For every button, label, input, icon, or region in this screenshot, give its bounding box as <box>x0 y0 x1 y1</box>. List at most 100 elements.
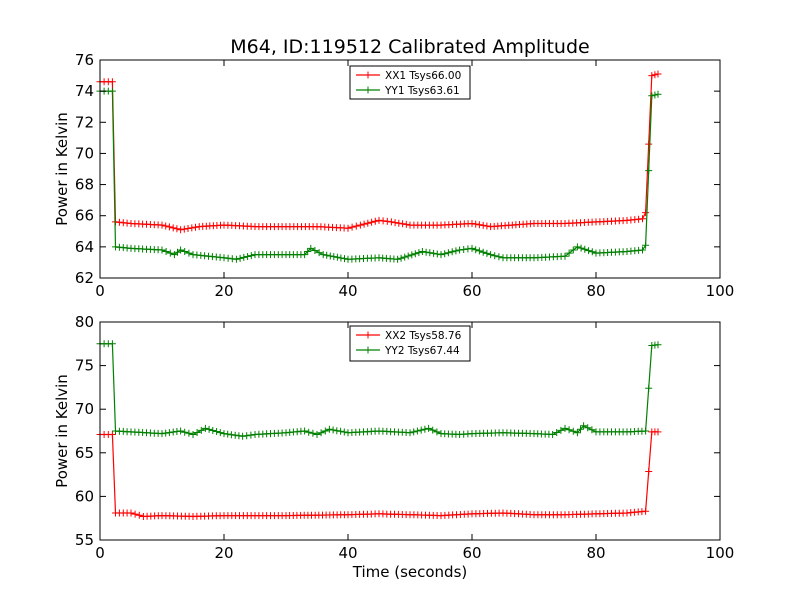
legend-label: XX2 Tsys58.76 <box>385 330 462 342</box>
y-tick-label: 62 <box>75 269 94 287</box>
series-group <box>96 340 662 520</box>
x-tick-label: 60 <box>462 544 481 562</box>
x-axis-label: Time (seconds) <box>352 563 468 581</box>
x-tick-label: 20 <box>214 544 233 562</box>
data-point-marker <box>360 220 368 228</box>
data-point-marker <box>651 91 659 99</box>
y-tick-label: 76 <box>75 51 94 69</box>
data-point-marker <box>645 140 653 148</box>
data-point-marker <box>479 248 487 256</box>
data-point-marker <box>425 424 433 432</box>
data-point-marker <box>209 427 217 434</box>
series-markers-yy <box>96 87 662 263</box>
data-point-marker <box>433 428 441 436</box>
data-point-marker <box>364 219 372 227</box>
legend-label: YY1 Tsys63.61 <box>384 85 460 97</box>
data-point-marker <box>319 251 327 259</box>
data-point-marker <box>581 245 589 253</box>
x-tick-label: 60 <box>462 282 481 300</box>
data-point-marker <box>642 427 650 435</box>
data-point-marker <box>565 426 573 434</box>
legend-label: YY2 Tsys67.44 <box>384 345 460 357</box>
data-point-marker <box>135 511 143 519</box>
y-tick-label: 65 <box>75 444 94 462</box>
series-line-xx <box>100 431 658 518</box>
data-point-marker <box>417 426 425 434</box>
data-point-marker <box>323 251 331 259</box>
data-point-marker <box>177 427 185 435</box>
data-point-marker <box>444 249 452 257</box>
data-point-marker <box>311 247 319 254</box>
data-point-marker <box>127 509 135 517</box>
data-point-marker <box>452 247 460 255</box>
x-tick-label: 40 <box>338 282 357 300</box>
legend-marker <box>364 346 372 354</box>
x-tick-label: 20 <box>214 282 233 300</box>
data-point-marker <box>645 468 653 475</box>
y-tick-label: 74 <box>75 82 94 100</box>
data-point-marker <box>569 246 577 254</box>
data-point-marker <box>491 252 499 260</box>
data-point-marker <box>165 429 173 437</box>
data-point-marker <box>108 87 116 95</box>
y-tick-label: 64 <box>75 238 94 256</box>
data-point-marker <box>418 248 426 255</box>
data-point-marker <box>422 248 430 256</box>
data-point-marker <box>642 241 650 249</box>
data-point-marker <box>197 426 205 434</box>
data-point-marker <box>192 223 199 231</box>
data-point-marker <box>326 252 334 260</box>
data-point-marker <box>341 255 348 263</box>
data-point-marker <box>402 220 410 228</box>
legend-box <box>349 325 471 362</box>
data-point-marker <box>561 424 569 432</box>
series-markers-xx <box>96 428 662 520</box>
data-point-marker <box>180 225 188 233</box>
data-point-marker <box>108 431 116 438</box>
data-point-marker <box>585 247 593 255</box>
data-point-marker <box>429 426 437 434</box>
data-point-marker <box>321 427 329 435</box>
data-point-marker <box>205 425 213 433</box>
data-point-marker <box>648 92 656 100</box>
data-point-marker <box>301 251 309 259</box>
x-tick-label: 100 <box>706 544 735 562</box>
data-point-marker <box>404 252 412 260</box>
data-point-marker <box>475 247 483 255</box>
data-point-marker <box>483 249 491 257</box>
data-point-marker <box>108 78 116 86</box>
x-tick-label: 0 <box>95 544 105 562</box>
panel-top: 0 20 40 60 80 100 62 64 66 68 70 72 74 76 Power in Kel… <box>53 51 734 300</box>
data-point-marker <box>401 253 409 261</box>
legend-marker <box>364 86 372 94</box>
y-tick-label: 55 <box>75 531 94 549</box>
data-point-marker <box>468 220 476 227</box>
data-point-marker <box>368 218 376 226</box>
plot-area-frame <box>99 59 721 279</box>
y-tick-label: 68 <box>75 176 94 194</box>
y-tick-label: 70 <box>75 144 94 162</box>
data-point-marker <box>240 253 248 261</box>
legend: XX2 Tsys58.76 YY2 Tsys67.44 <box>349 325 471 362</box>
data-point-marker <box>483 222 491 230</box>
data-point-marker <box>304 248 312 255</box>
data-point-marker <box>395 219 403 227</box>
data-point-marker <box>408 251 416 259</box>
data-point-marker <box>577 244 585 252</box>
data-point-marker <box>371 217 379 225</box>
chart-title: M64, ID:119512 Calibrated Amplitude <box>230 36 589 58</box>
data-point-marker <box>165 223 173 231</box>
data-point-marker <box>410 428 418 436</box>
data-point-marker <box>588 426 596 434</box>
data-point-marker <box>352 222 360 230</box>
data-point-marker <box>433 250 441 258</box>
y-axis-label: Power in Kelvin <box>53 374 71 488</box>
data-point-marker <box>639 246 646 254</box>
y-tick-label: 75 <box>75 357 94 375</box>
data-point-marker <box>162 222 170 230</box>
data-point-marker <box>495 253 503 261</box>
data-point-marker <box>309 429 317 437</box>
data-point-marker <box>394 255 402 263</box>
y-tick-label: 70 <box>75 400 94 418</box>
